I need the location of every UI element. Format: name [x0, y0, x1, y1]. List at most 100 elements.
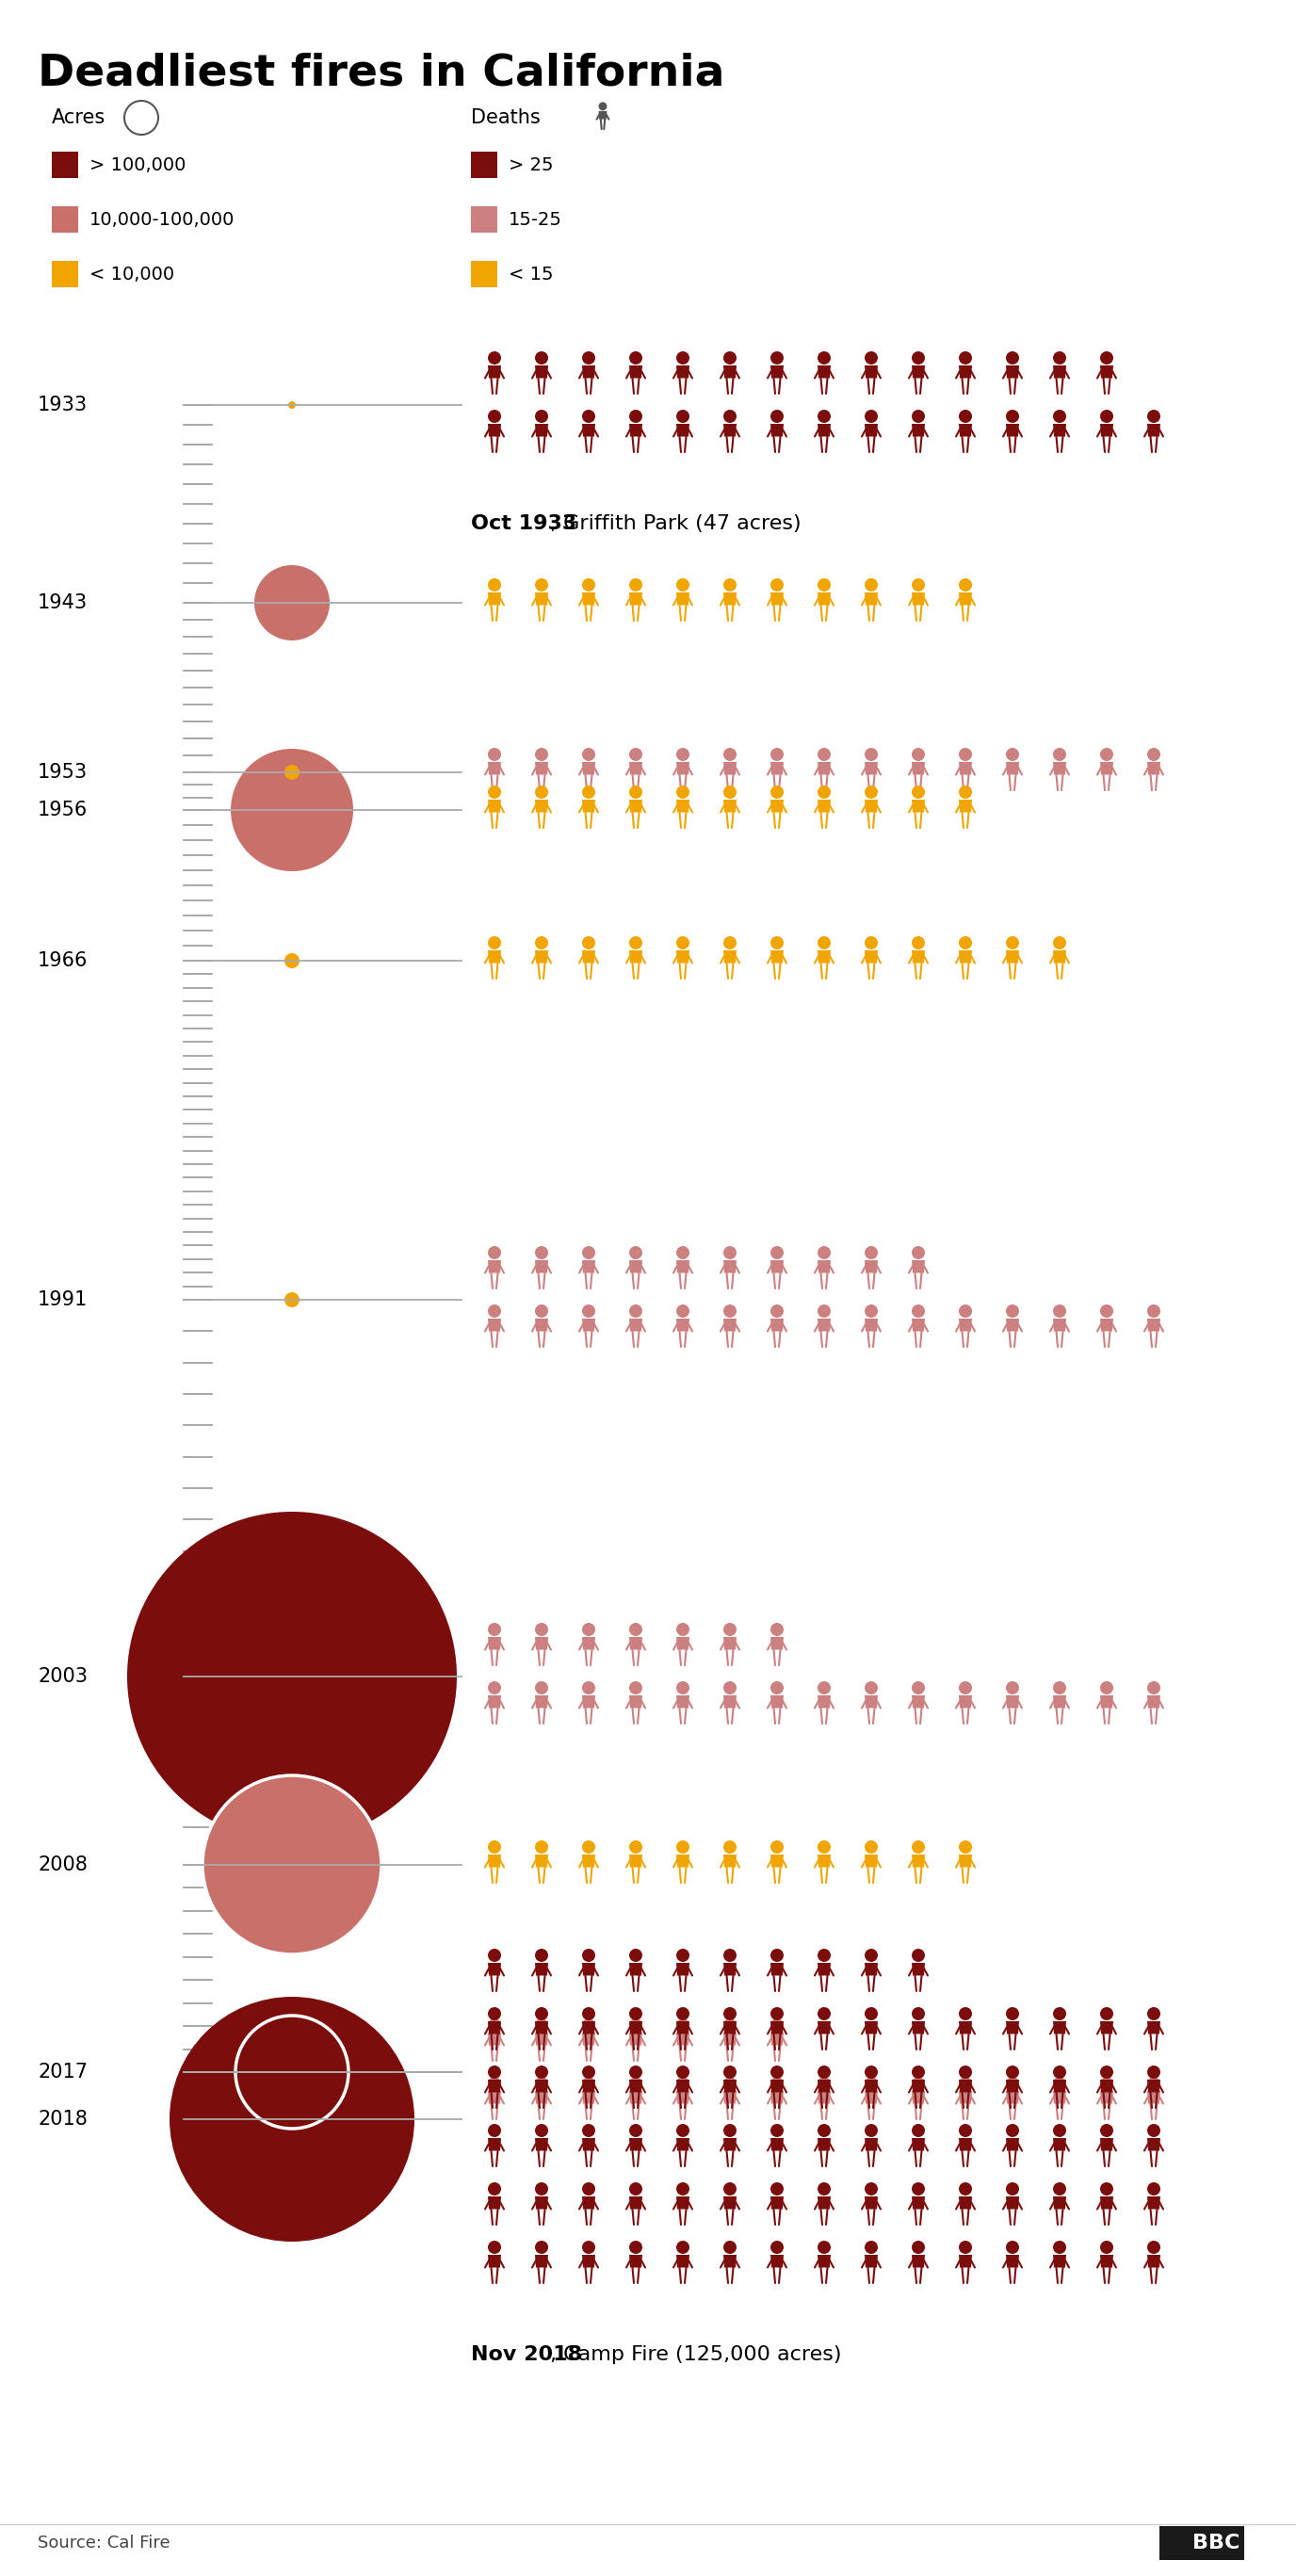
Text: Oct 1933: Oct 1933 [470, 515, 577, 533]
Polygon shape [864, 1695, 877, 1708]
Circle shape [284, 1293, 299, 1306]
Polygon shape [1052, 2022, 1067, 2035]
Text: 2017: 2017 [38, 2063, 88, 2081]
Polygon shape [723, 2022, 736, 2035]
Circle shape [1052, 747, 1067, 760]
Polygon shape [770, 1855, 784, 1868]
Circle shape [959, 410, 972, 422]
Polygon shape [770, 2092, 784, 2105]
Polygon shape [677, 799, 689, 811]
Polygon shape [959, 2092, 972, 2105]
Polygon shape [1006, 2079, 1019, 2092]
Polygon shape [535, 592, 548, 605]
Polygon shape [629, 2138, 643, 2151]
Circle shape [1100, 350, 1113, 363]
Circle shape [959, 2076, 972, 2089]
Polygon shape [723, 2079, 736, 2092]
Polygon shape [818, 762, 831, 775]
Polygon shape [629, 425, 643, 435]
Polygon shape [487, 1636, 502, 1649]
Polygon shape [582, 592, 595, 605]
Circle shape [723, 747, 736, 760]
Circle shape [723, 1839, 736, 1855]
Circle shape [599, 103, 607, 111]
Polygon shape [770, 2254, 784, 2267]
Polygon shape [487, 1695, 502, 1708]
Circle shape [487, 2076, 502, 2089]
Circle shape [1052, 2066, 1067, 2079]
Polygon shape [629, 951, 643, 963]
Polygon shape [487, 1260, 502, 1273]
Polygon shape [770, 2197, 784, 2210]
Circle shape [487, 2241, 502, 2254]
Polygon shape [535, 2138, 548, 2151]
Circle shape [864, 935, 877, 951]
Polygon shape [723, 2032, 736, 2045]
Polygon shape [629, 1963, 643, 1976]
Circle shape [582, 1947, 595, 1963]
Polygon shape [911, 366, 925, 379]
Polygon shape [959, 1319, 972, 1332]
Circle shape [864, 1303, 877, 1319]
Circle shape [487, 1247, 502, 1260]
Circle shape [629, 410, 643, 422]
Circle shape [677, 350, 689, 363]
Circle shape [770, 2020, 784, 2032]
Circle shape [629, 2066, 643, 2079]
Polygon shape [535, 2197, 548, 2210]
Polygon shape [629, 592, 643, 605]
Polygon shape [629, 762, 643, 775]
Polygon shape [1006, 951, 1019, 963]
Circle shape [487, 2123, 502, 2138]
Circle shape [487, 2007, 502, 2020]
Polygon shape [818, 2022, 831, 2035]
Circle shape [959, 2066, 972, 2079]
Polygon shape [582, 799, 595, 811]
Polygon shape [1052, 762, 1067, 775]
Circle shape [1052, 410, 1067, 422]
Polygon shape [677, 1963, 689, 1976]
Polygon shape [818, 592, 831, 605]
Polygon shape [1147, 2092, 1160, 2105]
Circle shape [677, 2182, 689, 2195]
Circle shape [1147, 2007, 1160, 2020]
Polygon shape [723, 425, 736, 435]
Text: Nov 2018: Nov 2018 [470, 2344, 582, 2365]
Polygon shape [1147, 2022, 1160, 2035]
Circle shape [677, 1947, 689, 1963]
Circle shape [487, 2066, 502, 2079]
Polygon shape [864, 799, 877, 811]
Circle shape [535, 1303, 548, 1319]
Circle shape [629, 1623, 643, 1636]
Circle shape [770, 1682, 784, 1695]
Circle shape [1006, 2182, 1019, 2195]
Circle shape [127, 1512, 456, 1842]
Circle shape [1147, 410, 1160, 422]
Polygon shape [723, 1636, 736, 1649]
Polygon shape [770, 799, 784, 811]
Text: 10,000-100,000: 10,000-100,000 [89, 211, 235, 229]
Circle shape [582, 2020, 595, 2032]
Polygon shape [1100, 1695, 1113, 1708]
Polygon shape [629, 1695, 643, 1708]
Circle shape [1100, 2076, 1113, 2089]
Polygon shape [677, 366, 689, 379]
Polygon shape [535, 1963, 548, 1976]
Circle shape [677, 747, 689, 760]
Polygon shape [1147, 2079, 1160, 2092]
Polygon shape [911, 1260, 925, 1273]
Circle shape [582, 1247, 595, 1260]
Circle shape [959, 1839, 972, 1855]
Polygon shape [487, 1855, 502, 1868]
Polygon shape [1147, 2197, 1160, 2210]
Polygon shape [911, 425, 925, 435]
Text: 2003: 2003 [38, 1667, 88, 1685]
Polygon shape [1006, 2022, 1019, 2035]
Polygon shape [1052, 1695, 1067, 1708]
Circle shape [770, 2066, 784, 2079]
Circle shape [1100, 2182, 1113, 2195]
Polygon shape [535, 2032, 548, 2045]
Polygon shape [723, 2197, 736, 2210]
Circle shape [864, 2007, 877, 2020]
Polygon shape [864, 2138, 877, 2151]
